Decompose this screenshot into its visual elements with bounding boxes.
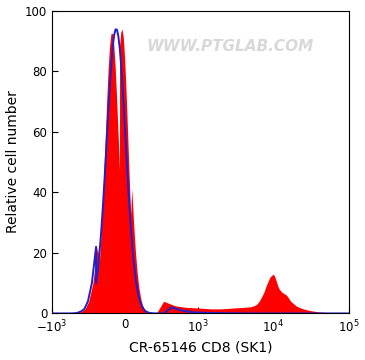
X-axis label: CR-65146 CD8 (SK1): CR-65146 CD8 (SK1) [129,341,272,355]
Y-axis label: Relative cell number: Relative cell number [5,91,20,233]
Text: WWW.PTGLAB.COM: WWW.PTGLAB.COM [146,39,314,54]
